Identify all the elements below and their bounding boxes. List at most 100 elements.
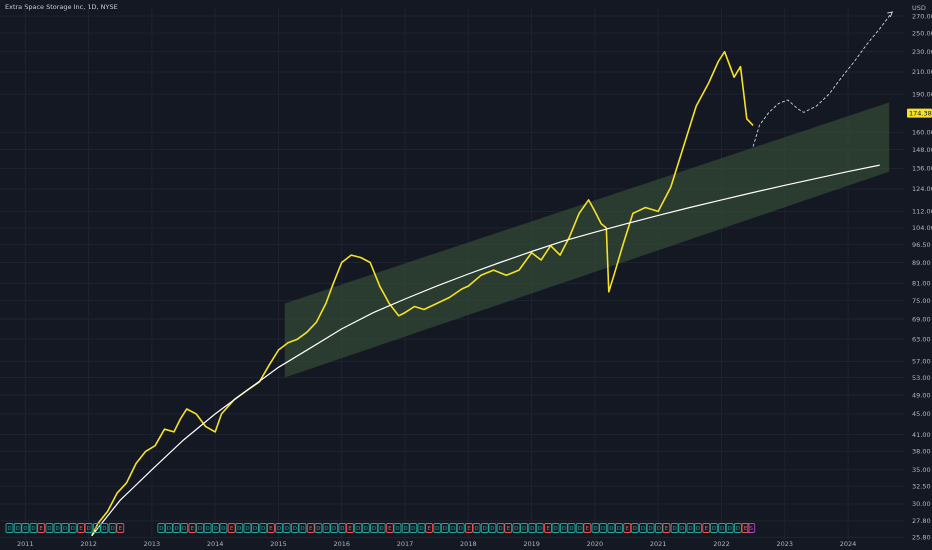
event-marker-box — [188, 523, 197, 533]
event-marker-box — [5, 523, 14, 533]
event-marker-box — [472, 523, 481, 533]
event-marker-box — [535, 523, 544, 533]
event-marker-D: D — [480, 523, 489, 533]
event-marker-box — [259, 523, 268, 533]
event-marker-D: D — [322, 523, 331, 533]
event-marker-D: D — [45, 523, 54, 533]
event-marker-letter: E — [467, 526, 471, 532]
event-marker-letter: D — [609, 526, 613, 532]
event-marker-letter: D — [673, 526, 677, 532]
event-marker-box — [456, 523, 465, 533]
y-tick-label: 160.00 — [912, 129, 932, 137]
event-marker-E: E — [188, 523, 197, 533]
x-tick-label: 2020 — [587, 540, 604, 548]
event-marker-letter: D — [530, 526, 534, 532]
event-marker-box — [504, 523, 513, 533]
regression-channel — [284, 102, 890, 378]
symbol-title: Extra Space Storage Inc, 1D, NYSE — [5, 3, 118, 11]
event-marker-D: D — [5, 523, 14, 533]
event-marker-box — [251, 523, 259, 533]
event-marker-letter: D — [483, 526, 487, 532]
event-marker-letter: D — [23, 526, 27, 532]
event-marker-box — [196, 523, 204, 533]
event-marker-letter: E — [586, 526, 590, 532]
event-marker-letter: D — [411, 526, 415, 532]
x-tick-label: 2019 — [523, 540, 540, 548]
event-marker-letter: D — [174, 526, 178, 532]
event-marker-D: D — [440, 523, 449, 533]
event-marker-box — [370, 523, 378, 533]
event-marker-letter: D — [680, 526, 684, 532]
event-marker-D: D — [433, 523, 442, 533]
event-marker-box — [639, 523, 647, 533]
y-tick-label: 89.00 — [912, 259, 931, 267]
event-marker-E: E — [37, 523, 46, 533]
event-marker-letter: D — [736, 526, 740, 532]
event-marker-box — [322, 523, 331, 533]
event-marker-letter: E — [388, 526, 392, 532]
event-marker-box — [567, 523, 576, 533]
y-tick-label: 27.80 — [912, 517, 931, 525]
event-marker-box — [385, 523, 394, 533]
event-marker-D: D — [29, 523, 38, 533]
event-marker-box — [694, 523, 703, 533]
y-tick-label: 136.00 — [912, 165, 932, 173]
event-marker-letter: E — [269, 526, 273, 532]
event-marker-letter: E — [427, 526, 431, 532]
y-tick-label: 190.00 — [912, 90, 932, 98]
event-marker-letter: D — [55, 526, 59, 532]
event-marker-letter: D — [419, 526, 423, 532]
event-marker-letter: D — [356, 526, 360, 532]
event-marker-box — [583, 523, 592, 533]
x-tick-label: 2022 — [713, 540, 730, 548]
x-axis: 2011 2012 2013 2014 2015 2016 2017 2018 2019 2020… — [17, 540, 856, 548]
event-marker-D: D — [535, 523, 544, 533]
event-marker-letter: D — [277, 526, 281, 532]
event-marker-box — [314, 523, 323, 533]
event-marker-letter: E — [665, 526, 669, 532]
event-marker-D: D — [196, 523, 204, 533]
event-marker-letter: D — [712, 526, 716, 532]
x-tick-label: 2016 — [333, 540, 350, 548]
y-tick-label: 35.00 — [912, 466, 931, 474]
event-marker-D: D — [417, 523, 426, 533]
event-marker-letter: D — [490, 526, 494, 532]
event-marker-letter: E — [79, 526, 83, 532]
event-marker-D: D — [68, 523, 77, 533]
event-marker-box — [157, 523, 166, 533]
event-marker-E: E — [306, 523, 315, 533]
event-marker-D: D — [567, 523, 576, 533]
event-marker-box — [733, 523, 742, 533]
event-marker-D: D — [551, 523, 560, 533]
event-marker-box — [53, 523, 62, 533]
event-marker-D: D — [251, 523, 259, 533]
event-marker-letter: D — [648, 526, 652, 532]
event-marker-letter: E — [191, 526, 195, 532]
event-marker-box — [243, 523, 252, 533]
event-marker-box — [654, 523, 663, 533]
event-marker-box — [449, 523, 458, 533]
event-marker-letter: D — [379, 526, 383, 532]
event-marker-box — [709, 523, 718, 533]
event-marker-box — [21, 523, 30, 533]
last-price-tag — [907, 108, 932, 118]
event-marker-D: D — [172, 523, 181, 533]
event-marker-box — [116, 523, 125, 533]
event-marker-box — [29, 523, 38, 533]
event-marker-D: D — [219, 523, 228, 533]
x-tick-label: 2024 — [840, 540, 857, 548]
event-marker-box — [425, 523, 434, 533]
currency-label: USD — [912, 4, 926, 12]
event-marker-box — [686, 523, 695, 533]
event-marker-letter: D — [205, 526, 209, 532]
event-marker-box — [409, 523, 418, 533]
y-tick-label: 57.00 — [912, 358, 931, 366]
event-marker-D: D — [614, 523, 623, 533]
event-marker-D: D — [718, 523, 727, 533]
forecast-arrowhead — [887, 11, 894, 18]
event-marker-D: D — [449, 523, 458, 533]
event-marker-box — [440, 523, 449, 533]
y-tick-label: 25.80 — [912, 534, 931, 542]
